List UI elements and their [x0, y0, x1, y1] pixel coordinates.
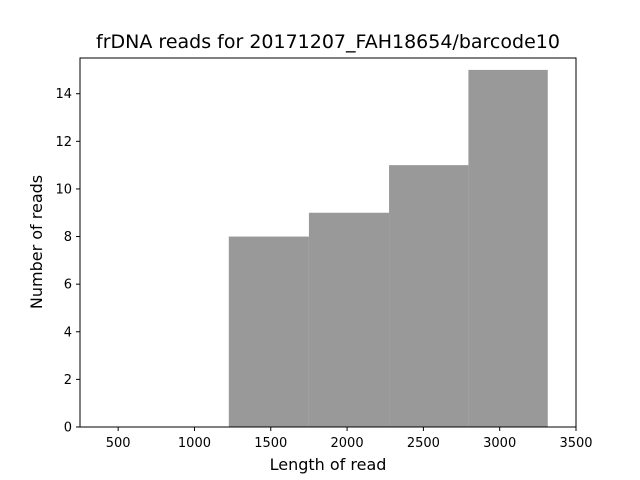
y-tick-label: 12 [55, 135, 72, 150]
y-tick-label: 6 [64, 278, 72, 293]
x-tick-label: 2000 [331, 436, 364, 451]
x-tick-label: 1000 [178, 436, 211, 451]
x-tick-label: 3500 [559, 436, 592, 451]
y-axis-label: Number of reads [27, 175, 46, 309]
histogram-bar [389, 165, 469, 427]
x-tick-label: 2500 [407, 436, 440, 451]
x-tick-label: 500 [106, 436, 131, 451]
y-tick-label: 4 [64, 325, 72, 340]
x-tick-label: 1500 [254, 436, 287, 451]
chart-title: frDNA reads for 20171207_FAH18654/barcod… [96, 31, 560, 53]
x-axis-label: Length of read [270, 455, 387, 474]
y-axis-ticks: 0 2 4 6 8 10 12 14 [55, 87, 80, 436]
y-tick-label: 8 [64, 230, 72, 245]
histogram-bar [308, 212, 390, 427]
plot-frame [79, 57, 577, 428]
x-tick-label: 3000 [483, 436, 516, 451]
histogram-bar [468, 69, 548, 428]
histogram-bar [228, 236, 309, 427]
y-tick-label: 2 [64, 373, 72, 388]
bars-group [228, 69, 548, 428]
y-tick-label: 0 [64, 421, 72, 436]
y-tick-label: 14 [55, 87, 72, 102]
y-tick-label: 10 [55, 182, 72, 197]
x-axis-ticks: 500 1000 1500 2000 2500 3000 3500 [106, 427, 593, 451]
